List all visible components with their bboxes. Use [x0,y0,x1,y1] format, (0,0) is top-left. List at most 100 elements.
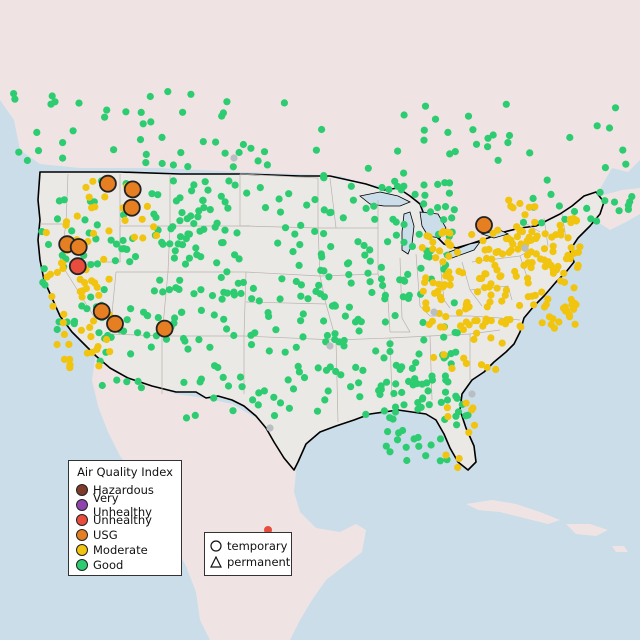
monitor-point-good [420,136,428,144]
monitor-point-moderate [430,353,438,362]
monitor-point-good [444,128,452,136]
monitor-point-good [601,197,609,205]
monitor-point-moderate [520,261,528,269]
monitor-point-moderate [93,345,101,353]
monitor-point-good [180,378,188,386]
good-swatch [76,559,88,571]
monitor-point-good [321,396,329,404]
monitor-point-good [123,316,131,324]
monitor-point-good [68,227,76,235]
monitor-point-good [378,183,386,192]
monitor-point-good [103,106,111,114]
monitor-point-moderate [62,221,70,229]
monitor-point-good [238,383,246,391]
monitor-point-moderate [507,236,515,244]
monitor-point-good [605,124,614,132]
monitor-point-good [255,389,263,397]
monitor-point-moderate [552,266,561,274]
monitor-point-good [187,90,195,98]
monitor-point-good [452,412,460,420]
monitor-point-moderate [549,315,557,323]
monitor-point-good [93,260,102,268]
monitor-point-good [142,150,150,158]
monitor-point-moderate [436,323,444,331]
monitor-point-good [622,160,630,168]
monitor-point-good [137,384,145,392]
monitor-point-good [162,335,171,343]
monitor-point-good [400,220,408,229]
monitor-point-moderate [458,269,467,277]
monitor-point-moderate [525,203,533,211]
monitor-point-good [347,383,355,391]
monitor-point-good [364,269,372,277]
monitor-point-moderate [487,291,495,299]
monitor-point-good [134,377,142,385]
monitor-point-good [81,216,89,224]
monitor-point-good [398,388,406,397]
monitor-point-moderate [527,248,535,256]
monitor-point-good [355,379,363,387]
monitor-point-good [83,305,91,313]
monitor-point-good [412,359,420,367]
monitor-point-good [566,133,574,142]
monitor-point-good [190,220,198,228]
monitor-point-moderate [473,317,481,325]
monitor-point-moderate [429,245,437,253]
monitor-point-good [366,257,374,265]
monitor-point-good [237,289,245,298]
monitor-point-moderate [574,261,582,269]
monitor-point-moderate [89,317,98,325]
monitor-point-moderate [470,335,478,343]
monitor-point-good [176,233,185,241]
monitor-point-moderate [462,359,470,368]
monitor-point-good [420,181,428,189]
monitor-point-good [311,227,319,235]
monitor-point-good [469,126,477,134]
monitor-point-good [410,435,418,443]
monitor-point-moderate [49,302,57,310]
monitor-point-moderate [491,261,499,269]
monitor-point-good [299,333,307,341]
monitor-point-good [181,337,189,345]
monitor-point-good [425,253,433,261]
monitor-point-moderate [550,324,559,332]
monitor-point-good [360,241,368,250]
monitor-point-moderate [150,223,158,231]
monitor-point-good [70,320,78,328]
monitor-point-good [403,456,411,465]
monitor-point-good [158,133,166,141]
monitor-point-moderate [91,279,99,287]
monitor-point-good [555,202,564,210]
monitor-point-moderate [501,291,509,299]
monitor-point-good [169,161,177,169]
monitor-point-good [437,398,445,406]
monitor-point-good [440,216,448,224]
monitor-point-good [619,146,627,154]
monitor-point-good [192,244,200,252]
monitor-point-good [255,297,263,305]
monitor-point-moderate [105,275,113,283]
monitor-point-moderate [548,233,556,241]
monitor-point-good [583,204,591,212]
monitor-point-good [196,227,204,235]
monitor-point-good [304,295,312,303]
monitor-point-moderate [455,454,463,463]
monitor-point-good [275,195,283,203]
monitor-point-moderate [441,281,449,289]
monitor-point-moderate [59,319,67,327]
monitor-point-good [313,407,322,415]
monitor-point-good [441,388,450,396]
monitor-point-good [370,202,378,210]
monitor-point-moderate [477,361,486,369]
monitor-point-moderate [498,339,506,347]
monitor-point-good [381,295,389,303]
monitor-point-good [392,380,400,388]
monitor-point-good [272,326,280,334]
monitor-point-good [464,112,473,120]
monitor-point-good [206,343,214,351]
monitor-point-good [270,412,279,420]
monitor-point-good [419,318,427,327]
monitor-point-good [357,318,365,326]
monitor-point-usg [92,302,111,321]
monitor-point-good [355,327,363,335]
